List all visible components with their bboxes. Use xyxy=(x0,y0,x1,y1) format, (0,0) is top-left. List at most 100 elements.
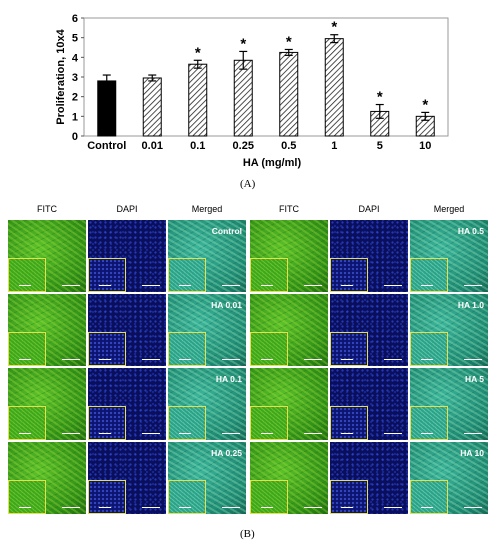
x-axis-label: HA (mg/ml) xyxy=(243,157,302,169)
bar-0.1 xyxy=(188,63,208,137)
micrograph-merged: HA 0.01 xyxy=(168,294,246,366)
inset-scale-bar xyxy=(179,432,191,434)
significance-marker: * xyxy=(286,33,292,50)
bar-0.5 xyxy=(279,51,299,137)
micrograph-inset xyxy=(410,406,448,440)
micrograph-dapi xyxy=(330,368,408,440)
micrograph-inset xyxy=(8,480,46,514)
inset-scale-bar xyxy=(421,432,433,434)
micrograph-dapi xyxy=(88,442,166,514)
inset-scale-bar xyxy=(19,284,31,286)
micrograph-inset xyxy=(168,480,206,514)
plot-frame xyxy=(83,17,449,137)
micrograph-fitc xyxy=(8,220,86,292)
y-tick-label: 0 xyxy=(72,131,78,143)
x-tick-label: 0.25 xyxy=(233,140,254,152)
scale-bar xyxy=(142,284,160,286)
micrograph-inset xyxy=(8,332,46,366)
bar-0.01 xyxy=(142,77,162,137)
y-tick-label: 3 xyxy=(72,72,78,84)
panel-label-b: (B) xyxy=(240,528,255,540)
scale-bar xyxy=(304,358,322,360)
micrograph-inset xyxy=(8,406,46,440)
inset-scale-bar xyxy=(341,358,353,360)
scale-bar xyxy=(384,506,402,508)
scale-bar xyxy=(304,506,322,508)
inset-scale-bar xyxy=(341,506,353,508)
micrograph-merged: HA 0.1 xyxy=(168,368,246,440)
micrograph-grid: FITC DAPI Merged FITC DAPI Merged Control HA 0.… xyxy=(0,200,496,520)
inset-scale-bar xyxy=(19,432,31,434)
scale-bar xyxy=(384,432,402,434)
micrograph-merged: HA 1.0 xyxy=(410,294,488,366)
scale-bar xyxy=(142,432,160,434)
x-tick-label: 1 xyxy=(331,140,337,152)
y-tick-label: 6 xyxy=(72,13,78,25)
treatment-label: HA 0.1 xyxy=(215,374,242,384)
inset-scale-bar xyxy=(421,506,433,508)
inset-scale-bar xyxy=(19,506,31,508)
significance-marker: * xyxy=(195,44,201,61)
column-header-dapi: DAPI xyxy=(358,204,380,214)
bar-1 xyxy=(324,38,344,137)
micrograph-inset xyxy=(88,406,126,440)
x-tick-label: 5 xyxy=(377,140,383,152)
column-header-fitc: FITC xyxy=(37,204,57,214)
micrograph-inset xyxy=(330,480,368,514)
micrograph-inset xyxy=(168,258,206,292)
scale-bar xyxy=(62,506,80,508)
significance-marker: * xyxy=(377,89,383,106)
inset-scale-bar xyxy=(261,284,273,286)
significance-marker: * xyxy=(240,35,246,52)
micrograph-inset xyxy=(88,480,126,514)
inset-scale-bar xyxy=(19,358,31,360)
micrograph-merged: HA 0.25 xyxy=(168,442,246,514)
inset-scale-bar xyxy=(261,358,273,360)
scale-bar xyxy=(222,432,240,434)
inset-scale-bar xyxy=(421,284,433,286)
micrograph-inset xyxy=(88,332,126,366)
micrograph-dapi xyxy=(88,368,166,440)
micrograph-merged: Control xyxy=(168,220,246,292)
micrograph-inset xyxy=(410,480,448,514)
treatment-label: HA 5 xyxy=(464,374,484,384)
x-tick-label: 10 xyxy=(419,140,431,152)
inset-scale-bar xyxy=(179,358,191,360)
micrograph-dapi xyxy=(330,442,408,514)
micrograph-inset xyxy=(250,406,288,440)
significance-marker: * xyxy=(422,96,428,113)
scale-bar xyxy=(464,432,482,434)
micrograph-dapi xyxy=(330,220,408,292)
scale-bar xyxy=(304,432,322,434)
micrograph-fitc xyxy=(250,294,328,366)
inset-scale-bar xyxy=(179,284,191,286)
scale-bar xyxy=(464,284,482,286)
x-tick-label: 0.01 xyxy=(142,140,163,152)
inset-scale-bar xyxy=(341,432,353,434)
scale-bar xyxy=(384,358,402,360)
micrograph-inset xyxy=(8,258,46,292)
micrograph-fitc xyxy=(250,220,328,292)
micrograph-inset xyxy=(410,258,448,292)
column-header-merged: Merged xyxy=(433,204,465,214)
treatment-label: HA 1.0 xyxy=(457,300,484,310)
y-tick-label: 2 xyxy=(72,92,78,104)
micrograph-inset xyxy=(330,406,368,440)
micrograph-dapi xyxy=(88,220,166,292)
x-tick-label: 0.5 xyxy=(281,140,296,152)
scale-bar xyxy=(62,432,80,434)
scale-bar xyxy=(142,506,160,508)
inset-scale-bar xyxy=(99,506,111,508)
treatment-label: HA 0.25 xyxy=(211,448,242,458)
scale-bar xyxy=(62,284,80,286)
micrograph-merged: HA 10 xyxy=(410,442,488,514)
inset-scale-bar xyxy=(99,284,111,286)
micrograph-inset xyxy=(168,406,206,440)
scale-bar xyxy=(62,358,80,360)
significance-marker: * xyxy=(331,19,337,36)
micrograph-inset xyxy=(410,332,448,366)
x-tick-label: Control xyxy=(87,140,126,152)
scale-bar xyxy=(384,284,402,286)
y-tick-label: 5 xyxy=(72,33,78,45)
scale-bar xyxy=(222,358,240,360)
